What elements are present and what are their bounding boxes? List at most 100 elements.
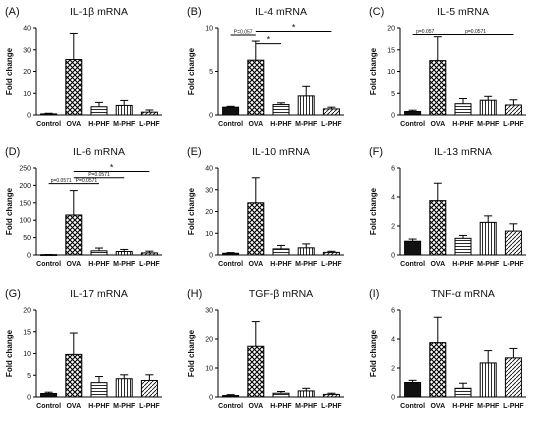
y-tick-label: 0 bbox=[209, 113, 213, 120]
significance-label: P=0.0571 bbox=[88, 172, 110, 178]
x-tick-label: L-PHF bbox=[321, 403, 342, 410]
x-tick-label: M-PHF bbox=[477, 403, 500, 410]
x-tick-label: OVA bbox=[430, 403, 445, 410]
bar bbox=[404, 382, 422, 398]
x-tick-label: H-PHF bbox=[452, 121, 474, 128]
panel-label: (G) bbox=[5, 288, 21, 300]
y-tick-label: 250 bbox=[19, 166, 31, 173]
bar bbox=[504, 230, 522, 256]
y-tick-label: 15 bbox=[23, 329, 31, 336]
panel-label: (C) bbox=[369, 6, 384, 18]
x-tick-label: L-PHF bbox=[139, 261, 160, 268]
y-axis-label: Fold change bbox=[187, 329, 196, 377]
significance-label: p=0.0571 bbox=[51, 178, 72, 184]
panel-title: IL-10 mRNA bbox=[252, 146, 310, 158]
bar bbox=[222, 252, 240, 256]
bar bbox=[429, 60, 447, 116]
x-tick-label: H-PHF bbox=[270, 121, 292, 128]
bar bbox=[454, 103, 472, 116]
bar bbox=[222, 106, 240, 116]
x-tick-label: Control bbox=[36, 261, 61, 268]
chart-panel-7: (G) IL-17 mRNA Fold change 0 5 10 15 20 Control O… bbox=[5, 288, 162, 410]
x-tick-label: L-PHF bbox=[139, 121, 160, 128]
panel-title: IL-1β mRNA bbox=[70, 6, 128, 18]
y-tick-label: 0 bbox=[27, 253, 31, 260]
significance-label: p=0.057 bbox=[416, 29, 434, 35]
bar bbox=[504, 357, 522, 398]
significance-label: * bbox=[267, 35, 271, 45]
y-tick-label: 10 bbox=[205, 231, 213, 238]
y-tick-label: 10 bbox=[23, 91, 31, 98]
bar bbox=[297, 95, 315, 116]
y-tick-label: 5 bbox=[27, 373, 31, 380]
bar bbox=[272, 392, 290, 398]
bar bbox=[140, 379, 158, 398]
panel-title: IL-5 mRNA bbox=[437, 6, 489, 18]
y-tick-label: 10 bbox=[205, 26, 213, 33]
significance-label: P=0.057 bbox=[234, 29, 253, 35]
x-tick-label: OVA bbox=[248, 403, 263, 410]
bar bbox=[65, 214, 83, 256]
y-tick-label: 40 bbox=[205, 166, 213, 173]
y-tick-label: 50 bbox=[23, 235, 31, 242]
y-tick-label: 30 bbox=[205, 308, 213, 315]
x-tick-label: OVA bbox=[248, 261, 263, 268]
panel-title: IL-13 mRNA bbox=[434, 146, 492, 158]
bar bbox=[479, 99, 497, 116]
x-tick-label: M-PHF bbox=[113, 261, 136, 268]
x-tick-label: H-PHF bbox=[452, 261, 474, 268]
y-tick-label: 0 bbox=[209, 253, 213, 260]
significance-label: P=0.0571 bbox=[76, 178, 98, 184]
x-tick-label: OVA bbox=[66, 261, 81, 268]
x-tick-label: H-PHF bbox=[88, 403, 110, 410]
x-tick-label: Control bbox=[36, 403, 61, 410]
y-tick-label: 30 bbox=[23, 47, 31, 54]
x-tick-label: H-PHF bbox=[270, 261, 292, 268]
x-tick-label: L-PHF bbox=[139, 403, 160, 410]
y-axis-label: Fold change bbox=[369, 329, 378, 377]
x-tick-label: OVA bbox=[66, 121, 81, 128]
y-tick-label: 150 bbox=[19, 200, 31, 207]
x-tick-label: OVA bbox=[66, 403, 81, 410]
chart-panel-5: (E) IL-10 mRNA Fold change 0 10 20 30 40 Control… bbox=[187, 146, 344, 268]
y-tick-label: 20 bbox=[23, 308, 31, 315]
bar bbox=[140, 111, 158, 116]
x-tick-label: M-PHF bbox=[295, 261, 318, 268]
x-tick-label: L-PHF bbox=[503, 403, 524, 410]
y-tick-label: 0 bbox=[391, 253, 395, 260]
x-tick-label: H-PHF bbox=[88, 121, 110, 128]
bar bbox=[222, 395, 240, 398]
panel-title: TGF-β mRNA bbox=[249, 288, 313, 300]
bar bbox=[90, 382, 108, 398]
x-tick-label: Control bbox=[218, 403, 243, 410]
chart-panel-4: (D) IL-6 mRNA Fold change 0 50 100 150 200 250 Co… bbox=[5, 146, 162, 268]
y-axis-label: Fold change bbox=[5, 329, 14, 377]
y-axis-label: Fold change bbox=[187, 47, 196, 95]
bar bbox=[65, 353, 83, 398]
chart-panel-9: (I) TNF-α mRNA Fold change 0 2 4 6 Control OVA H-… bbox=[369, 288, 526, 410]
bar bbox=[429, 200, 447, 256]
chart-panel-1: (A) IL-1β mRNA Fold change 0 10 20 30 40 Control… bbox=[5, 6, 162, 128]
y-tick-label: 100 bbox=[19, 218, 31, 225]
chart-panel-6: (F) IL-13 mRNA Fold change 0 2 4 6 Control OVA H-… bbox=[369, 146, 526, 268]
y-tick-label: 20 bbox=[23, 69, 31, 76]
y-tick-label: 5 bbox=[209, 69, 213, 76]
y-tick-label: 0 bbox=[391, 113, 395, 120]
panel-label: (I) bbox=[369, 288, 379, 300]
x-tick-label: L-PHF bbox=[503, 121, 524, 128]
bar bbox=[297, 390, 315, 398]
x-tick-label: Control bbox=[400, 403, 425, 410]
x-tick-label: Control bbox=[36, 121, 61, 128]
x-tick-label: M-PHF bbox=[113, 121, 136, 128]
x-tick-label: H-PHF bbox=[270, 403, 292, 410]
bar bbox=[322, 251, 340, 256]
y-axis-label: Fold change bbox=[369, 47, 378, 95]
bar bbox=[322, 393, 340, 398]
panel-title: IL-4 mRNA bbox=[255, 6, 307, 18]
bar bbox=[90, 106, 108, 116]
bar bbox=[40, 393, 58, 398]
x-tick-label: L-PHF bbox=[503, 261, 524, 268]
y-tick-label: 20 bbox=[205, 337, 213, 344]
bar bbox=[297, 247, 315, 256]
y-tick-label: 10 bbox=[23, 351, 31, 358]
